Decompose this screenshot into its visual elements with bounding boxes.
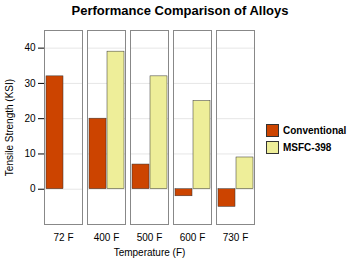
svg-text:10: 10 [24, 148, 36, 159]
svg-text:Temperature (F): Temperature (F) [114, 247, 186, 258]
svg-text:40: 40 [24, 42, 36, 53]
svg-text:400 F: 400 F [94, 232, 120, 243]
svg-text:72 F: 72 F [53, 232, 73, 243]
svg-text:Tensile Strength (KSI): Tensile Strength (KSI) [4, 79, 15, 176]
svg-text:0: 0 [30, 183, 36, 194]
html-text:MSFC-398: MSFC-398 [283, 142, 332, 153]
svg-text:20: 20 [24, 113, 36, 124]
svg-text:600 F: 600 F [180, 232, 206, 243]
html-text:Performance Comparison of Allo: Performance Comparison of Alloys [71, 3, 289, 18]
svg-text:30: 30 [24, 78, 36, 89]
html-text:Conventional: Conventional [283, 125, 347, 136]
svg-text:500 F: 500 F [137, 232, 163, 243]
svg-text:730 F: 730 F [223, 232, 249, 243]
